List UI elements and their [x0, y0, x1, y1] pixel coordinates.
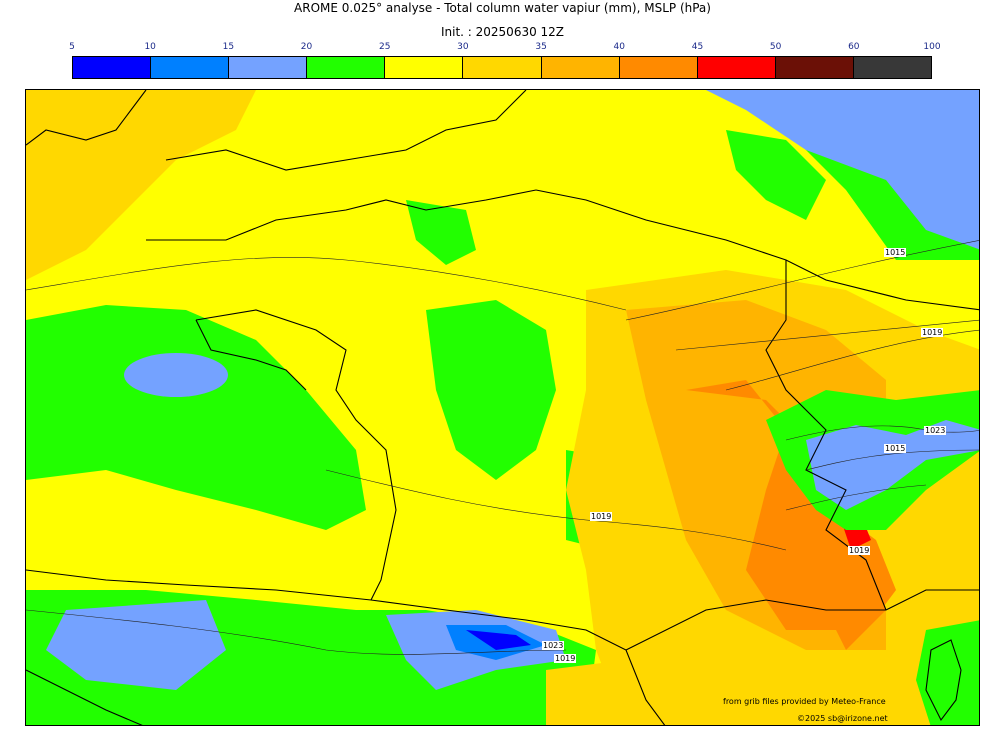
colorbar-segment — [73, 57, 152, 78]
isobar-label: 1019 — [554, 654, 577, 663]
border-north-east — [535, 189, 979, 311]
field-20-25-north — [406, 200, 476, 265]
colorbar-segment — [229, 57, 308, 78]
colorbar-tick-label: 10 — [144, 42, 156, 52]
isobar-line — [785, 484, 927, 511]
colorbar-segment — [775, 57, 854, 78]
colorbar-tick-label: 25 — [378, 42, 391, 52]
colorbar-segment — [619, 57, 698, 78]
field-20-25-biscay — [26, 305, 366, 530]
isobar-label: 1019 — [848, 546, 871, 555]
colorbar — [72, 56, 932, 79]
isobar-label: 1015 — [884, 444, 907, 453]
colorbar-tick-label: 40 — [613, 42, 625, 52]
colorbar-segment — [463, 57, 542, 78]
field-30-35-nw — [26, 90, 256, 280]
colorbar-tick-label: 5 — [69, 42, 75, 52]
isobar-line — [675, 319, 979, 351]
isobar-line — [26, 609, 567, 655]
isobar-label: 1019 — [921, 328, 944, 337]
copyright-credit: ©2025 sb@irizone.net — [797, 714, 888, 723]
border-pyrenees — [370, 599, 666, 725]
colorbar-tick-label: 60 — [848, 42, 860, 52]
colorbar-segment — [853, 57, 932, 78]
colorbar-tick-label: 20 — [300, 42, 313, 52]
field-15-20-atlantic — [124, 353, 228, 397]
coast-brittany — [195, 319, 307, 391]
isobar-line — [625, 240, 979, 321]
field-5-10-pyrenees — [466, 630, 531, 650]
colorbar-tick-label: 30 — [457, 42, 469, 52]
field-15-20-spain-w — [46, 600, 226, 690]
isobar-label: 1023 — [542, 641, 565, 650]
field-20-25-central — [426, 300, 556, 480]
field-40-45-alps — [826, 560, 886, 650]
isobar-label: 1019 — [590, 512, 613, 521]
colorbar-tick-label: 50 — [769, 42, 782, 52]
colorbar-tick-label: 100 — [923, 42, 941, 52]
isobar-line — [725, 329, 979, 391]
isobars — [26, 240, 979, 655]
field-20-25-corsica — [916, 620, 979, 725]
colorbar-segment — [697, 57, 776, 78]
colorbar-segment — [307, 57, 386, 78]
coast-britain-sw — [26, 90, 147, 146]
water-vapour-map: 1015 1019 1023 1015 1019 1019 1023 1019 … — [25, 89, 980, 726]
map-canvas — [26, 90, 979, 725]
colorbar-segment — [385, 57, 464, 78]
coastlines — [26, 90, 979, 725]
colorbar-tick-label: 45 — [691, 42, 704, 52]
field-20-25-benelux — [726, 130, 826, 220]
colorbar-tick-label: 35 — [535, 42, 547, 52]
isobar-line — [325, 469, 787, 551]
field-15-20-alps — [806, 420, 979, 510]
field-15-20-ne — [706, 90, 979, 250]
field-30-35-mediterranean — [546, 660, 686, 725]
chart-title: AROME 0.025° analyse - Total column wate… — [294, 1, 711, 15]
isobar-label: 1023 — [924, 426, 947, 435]
data-source-credit: from grib files provided by Meteo-France — [723, 697, 886, 706]
init-time: Init. : 20250630 12Z — [440, 25, 565, 39]
colorbar-segment — [151, 57, 230, 78]
coast-spain-nw — [26, 669, 143, 725]
coast-channel — [146, 189, 537, 241]
isobar-line — [785, 425, 979, 441]
coast-britain-south — [165, 90, 527, 171]
colorbar-tick-label: 15 — [222, 42, 235, 52]
coast-spain-north — [26, 569, 372, 601]
coast-atlantic — [195, 309, 397, 601]
isobar-line — [805, 449, 979, 471]
border-east — [765, 260, 887, 611]
coast-corsica — [925, 639, 962, 722]
colorbar-segment — [541, 57, 620, 78]
isobar-line — [26, 257, 627, 311]
isobar-label: 1015 — [884, 248, 907, 257]
coast-mediterranean — [625, 589, 979, 651]
